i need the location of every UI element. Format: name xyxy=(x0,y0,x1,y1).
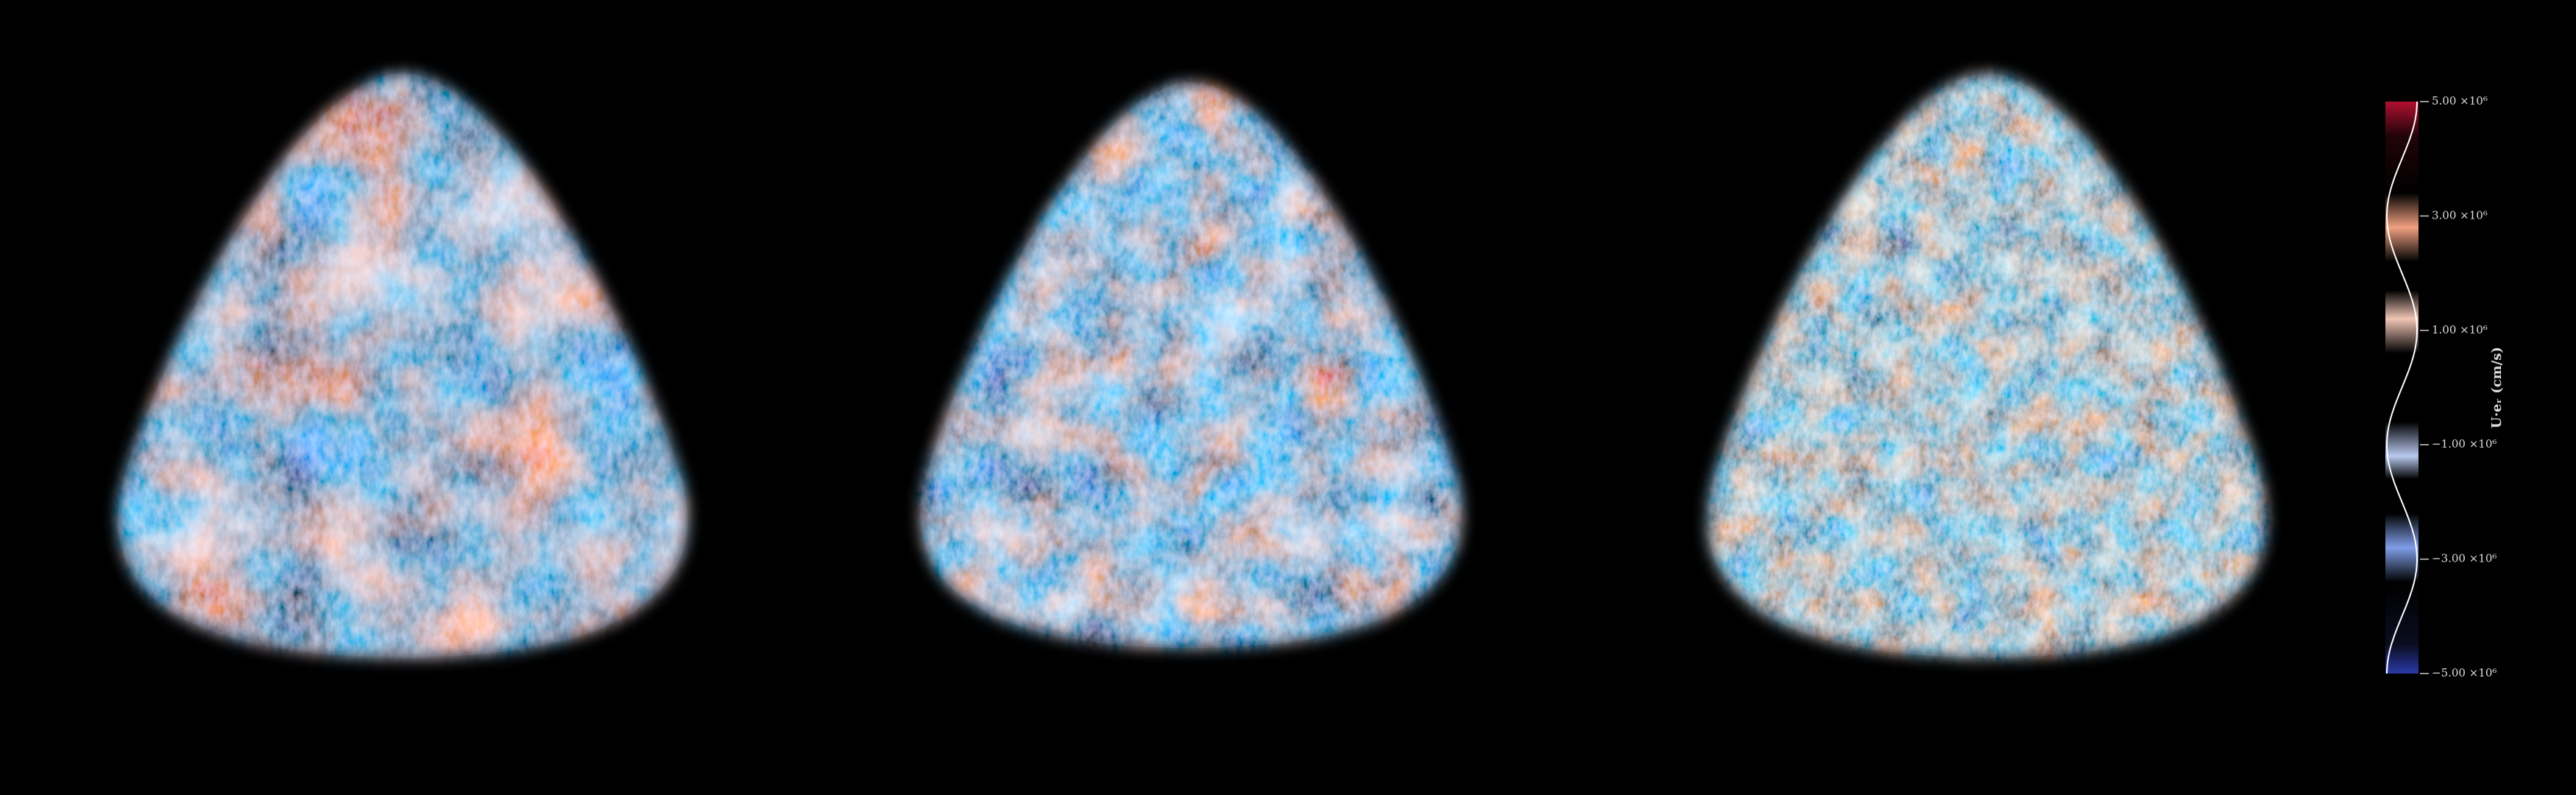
rendering xyxy=(118,74,687,657)
tick-label: −5.00 ×10⁶ xyxy=(2432,666,2497,679)
renderings xyxy=(118,74,2267,657)
transfer-curve xyxy=(2385,101,2418,674)
rendering xyxy=(1708,74,2267,657)
tick-label: −3.00 ×10⁶ xyxy=(2432,552,2497,565)
tick-label: 1.00 ×10⁶ xyxy=(2432,323,2488,336)
colorbar: 5.00 ×10⁶ 3.00 ×10⁶ 1.00 ×10⁶ −1.00 ×10⁶ −3.… xyxy=(2385,94,2505,679)
rendering xyxy=(920,82,1462,648)
tick-label: −1.00 ×10⁶ xyxy=(2432,437,2497,451)
colorbar-label: U·eᵣ (cm/s) xyxy=(2489,347,2505,428)
tick-label: 3.00 ×10⁶ xyxy=(2432,208,2488,222)
tick-label: 5.00 ×10⁶ xyxy=(2432,94,2488,107)
